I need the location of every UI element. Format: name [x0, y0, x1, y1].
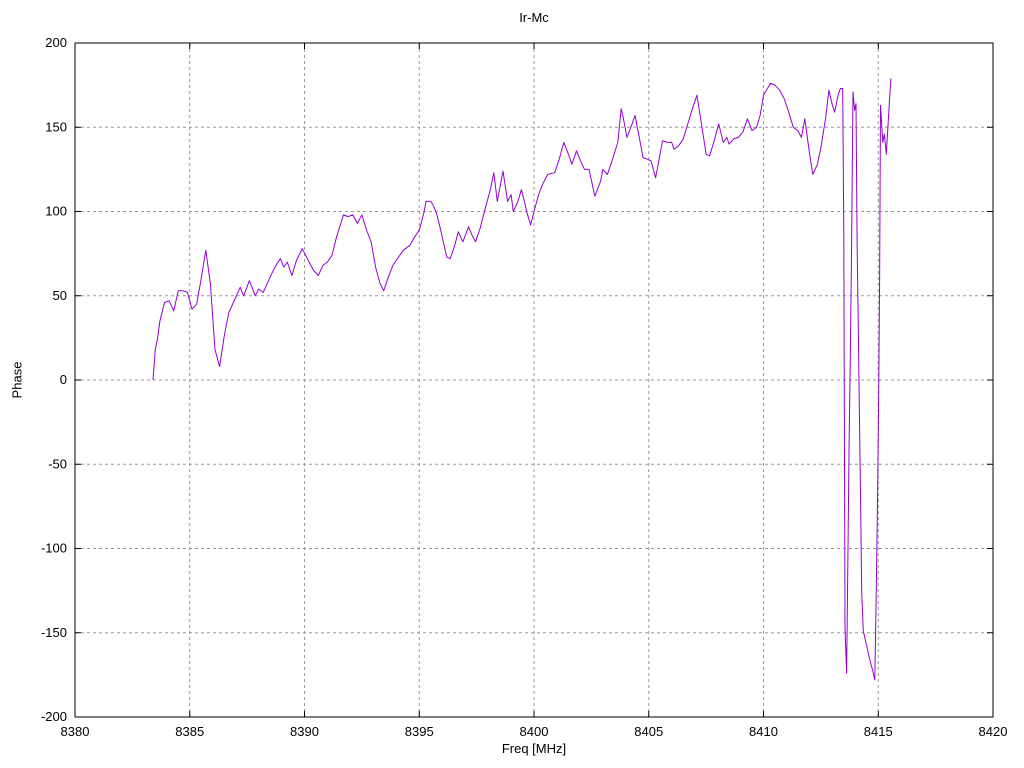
y-tick-label: -200: [41, 709, 67, 724]
phase-series-line: [152, 78, 892, 681]
y-tick-label: 150: [45, 119, 67, 134]
y-tick-label: 100: [45, 204, 67, 219]
x-tick-label: 8380: [61, 724, 90, 739]
y-tick-label: 0: [60, 372, 67, 387]
y-tick-label: 200: [45, 35, 67, 50]
x-tick-label: 8400: [520, 724, 549, 739]
x-tick-label: 8410: [749, 724, 778, 739]
x-tick-label: 8420: [979, 724, 1008, 739]
x-tick-label: 8390: [290, 724, 319, 739]
x-tick-label: 8415: [864, 724, 893, 739]
y-tick-label: -50: [48, 456, 67, 471]
x-axis-title: Freq [MHz]: [501, 741, 567, 756]
y-tick-label: -150: [41, 625, 67, 640]
chart-title: Ir-Mc: [519, 10, 549, 25]
x-tick-label: 8395: [405, 724, 434, 739]
x-tick-label: 8405: [634, 724, 663, 739]
x-tick-label: 8385: [175, 724, 204, 739]
y-tick-label: 50: [53, 288, 67, 303]
y-tick-label: -100: [41, 541, 67, 556]
